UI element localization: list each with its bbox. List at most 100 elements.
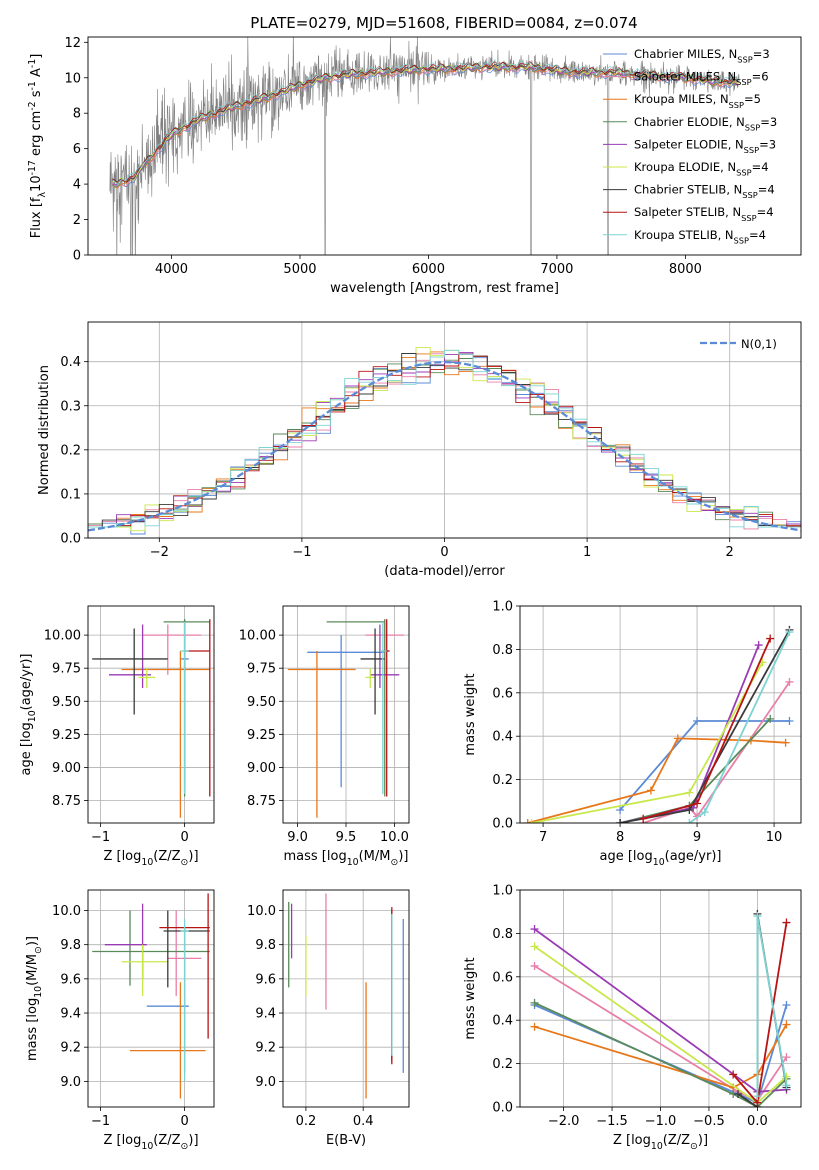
x-axis-label: mass [log10(M/M⊙)] xyxy=(284,849,409,868)
y-axis-label: Flux [fλ10-17 erg cm-2 s-1 A-1] xyxy=(27,54,48,239)
series-marker xyxy=(530,998,539,1007)
series-marker xyxy=(530,1022,539,1031)
series-line xyxy=(531,661,764,823)
label-part: Kroupa ELODIE, N xyxy=(634,160,736,174)
series-marker xyxy=(527,819,536,823)
y-tick-label: 9.75 xyxy=(52,662,81,677)
y-tick-label: 9.4 xyxy=(60,1007,81,1022)
label-part: SSP xyxy=(745,122,760,132)
plot-area xyxy=(92,619,211,818)
y-tick-label: 9.75 xyxy=(247,662,276,677)
y-tick-label: 10.0 xyxy=(52,904,81,919)
axes-weight-vs-Z: −2.0 −1.5 −1.0 −0.5 0.0 0.0 0.2 0.4 0.6 0.8 1.0 Z [… xyxy=(463,884,802,1152)
series-marker xyxy=(782,1020,791,1029)
label-part: 10 xyxy=(653,857,665,868)
y-tick-label: 0.4 xyxy=(492,1014,513,1029)
y-tick-label: 10.0 xyxy=(247,904,276,919)
label-part: =4 xyxy=(749,228,766,242)
series-marker xyxy=(530,942,539,951)
label-part: 10 xyxy=(29,175,44,192)
label-part: Z [log xyxy=(103,849,141,864)
series-marker xyxy=(785,677,794,686)
y-tick-label: 9.6 xyxy=(255,972,276,987)
label-part: SSP xyxy=(741,213,756,223)
y-tick-label: 0.0 xyxy=(492,817,513,832)
legend-entry: Salpeter ELODIE, NSSP=3 xyxy=(634,137,776,155)
label-part: wavelength [Angstrom, rest frame] xyxy=(330,281,559,296)
series-line xyxy=(527,737,786,823)
label-part: erg cm xyxy=(29,111,44,160)
y-tick-label: 8.75 xyxy=(247,794,276,809)
label-part: s xyxy=(29,90,44,101)
y-tick-label: 0.4 xyxy=(492,730,513,745)
label-part: SSP xyxy=(729,100,744,110)
x-tick-label: 8000 xyxy=(669,262,702,277)
y-tick-label: 9.0 xyxy=(255,1075,276,1090)
x-tick-label: 0.0 xyxy=(747,1114,768,1129)
y-tick-label: 0.0 xyxy=(492,1101,513,1116)
x-axis-label: (data-model)/error xyxy=(384,564,505,579)
normal-curve xyxy=(88,360,801,532)
axes-frame xyxy=(519,605,802,824)
series-marker xyxy=(523,819,532,823)
label-part: Chabrier STELIB, N xyxy=(634,183,742,197)
axes-mass-vs-EBV: 0.2 0.4 9.0 9.2 9.4 9.6 9.8 10.0 E(B-V) xyxy=(247,889,410,1148)
x-tick-label: 1 xyxy=(583,545,591,560)
y-tick-label: 0.2 xyxy=(492,1057,513,1072)
legend-entry: N(0,1) xyxy=(741,337,777,351)
series-marker xyxy=(753,1092,762,1101)
legend-entry: Chabrier ELODIE, NSSP=3 xyxy=(634,115,777,133)
label-part: (M/M xyxy=(25,954,40,986)
y-tick-label: 9.25 xyxy=(247,728,276,743)
x-tick-label: 10.0 xyxy=(380,830,409,845)
label-part: =4 xyxy=(758,183,775,197)
y-axis-label: mass weight xyxy=(463,673,478,755)
label-part: Kroupa STELIB, N xyxy=(634,228,734,242)
y-tick-label: 9.8 xyxy=(60,938,81,953)
x-tick-label: −1.5 xyxy=(596,1114,628,1129)
y-tick-label: 8 xyxy=(73,107,81,122)
y-tick-label: 10.00 xyxy=(44,629,81,644)
series-marker xyxy=(753,912,762,921)
y-tick-label: 9.4 xyxy=(255,1007,276,1022)
plot-area xyxy=(288,893,404,1099)
legend-entry: Salpeter MILES, NSSP=6 xyxy=(634,70,769,88)
label-part: -1 xyxy=(27,59,38,68)
model-spectrum-line xyxy=(112,61,739,183)
legend-entry: Salpeter STELIB, NSSP=4 xyxy=(634,205,774,223)
label-part: )] xyxy=(25,936,40,946)
x-axis-label: wavelength [Angstrom, rest frame] xyxy=(330,281,559,296)
x-tick-label: 5000 xyxy=(283,262,316,277)
axes-frame xyxy=(87,321,802,539)
series-marker xyxy=(616,805,625,814)
y-tick-label: 0.8 xyxy=(492,643,513,658)
x-tick-label: −0.5 xyxy=(693,1114,725,1129)
label-part: -2 xyxy=(27,101,38,110)
label-part: Salpeter STELIB, N xyxy=(634,205,741,219)
label-part: A xyxy=(29,68,44,81)
model-spectrum-line xyxy=(112,66,739,188)
label-part: (age/yr)] xyxy=(665,849,722,864)
plot-area xyxy=(88,347,801,535)
y-tick-label: 8.75 xyxy=(52,794,81,809)
x-tick-label: −1 xyxy=(91,1114,110,1129)
y-tick-label: 9.50 xyxy=(52,695,81,710)
series-marker xyxy=(782,918,791,927)
y-tick-label: 0 xyxy=(73,249,81,264)
y-tick-label: 0.0 xyxy=(60,532,81,547)
x-tick-label: 2 xyxy=(726,545,734,560)
label-part: =5 xyxy=(744,92,761,106)
series-line xyxy=(688,631,791,823)
label-part: )] xyxy=(698,1133,708,1148)
model-spectrum-line xyxy=(112,63,739,185)
label-part: age [log xyxy=(19,722,34,775)
label-part: λ xyxy=(37,191,48,197)
label-part: =3 xyxy=(753,47,770,61)
y-axis-label: Normed distribution xyxy=(37,365,52,495)
label-part: (Z/Z xyxy=(153,849,180,864)
x-tick-label: 7 xyxy=(539,830,547,845)
label-part: -17 xyxy=(27,160,38,175)
x-tick-label: 9.5 xyxy=(336,830,357,845)
y-tick-label: 4 xyxy=(73,178,81,193)
